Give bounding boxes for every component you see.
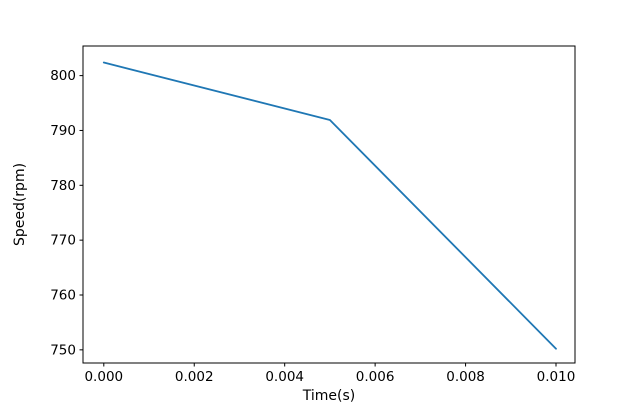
x-tick-label: 0.010: [537, 369, 576, 385]
x-tick-label: 0.008: [446, 369, 485, 385]
y-tick-label: 770: [50, 233, 76, 249]
speed-line: [102, 61, 557, 350]
y-tick-label: 780: [50, 178, 76, 194]
y-tick-label: 760: [50, 287, 76, 303]
x-tick-label: 0.004: [265, 369, 304, 385]
y-tick-label: 750: [50, 342, 76, 358]
y-axis-label: Speed(rpm): [12, 163, 28, 246]
y-tick-label: 800: [50, 68, 76, 84]
x-tick-label: 0.006: [356, 369, 395, 385]
x-axis-label: Time(s): [302, 388, 355, 404]
x-tick-label: 0.000: [84, 369, 123, 385]
plot-border: [82, 45, 576, 364]
y-tick-label: 790: [50, 123, 76, 139]
x-tick-label: 0.002: [175, 369, 214, 385]
